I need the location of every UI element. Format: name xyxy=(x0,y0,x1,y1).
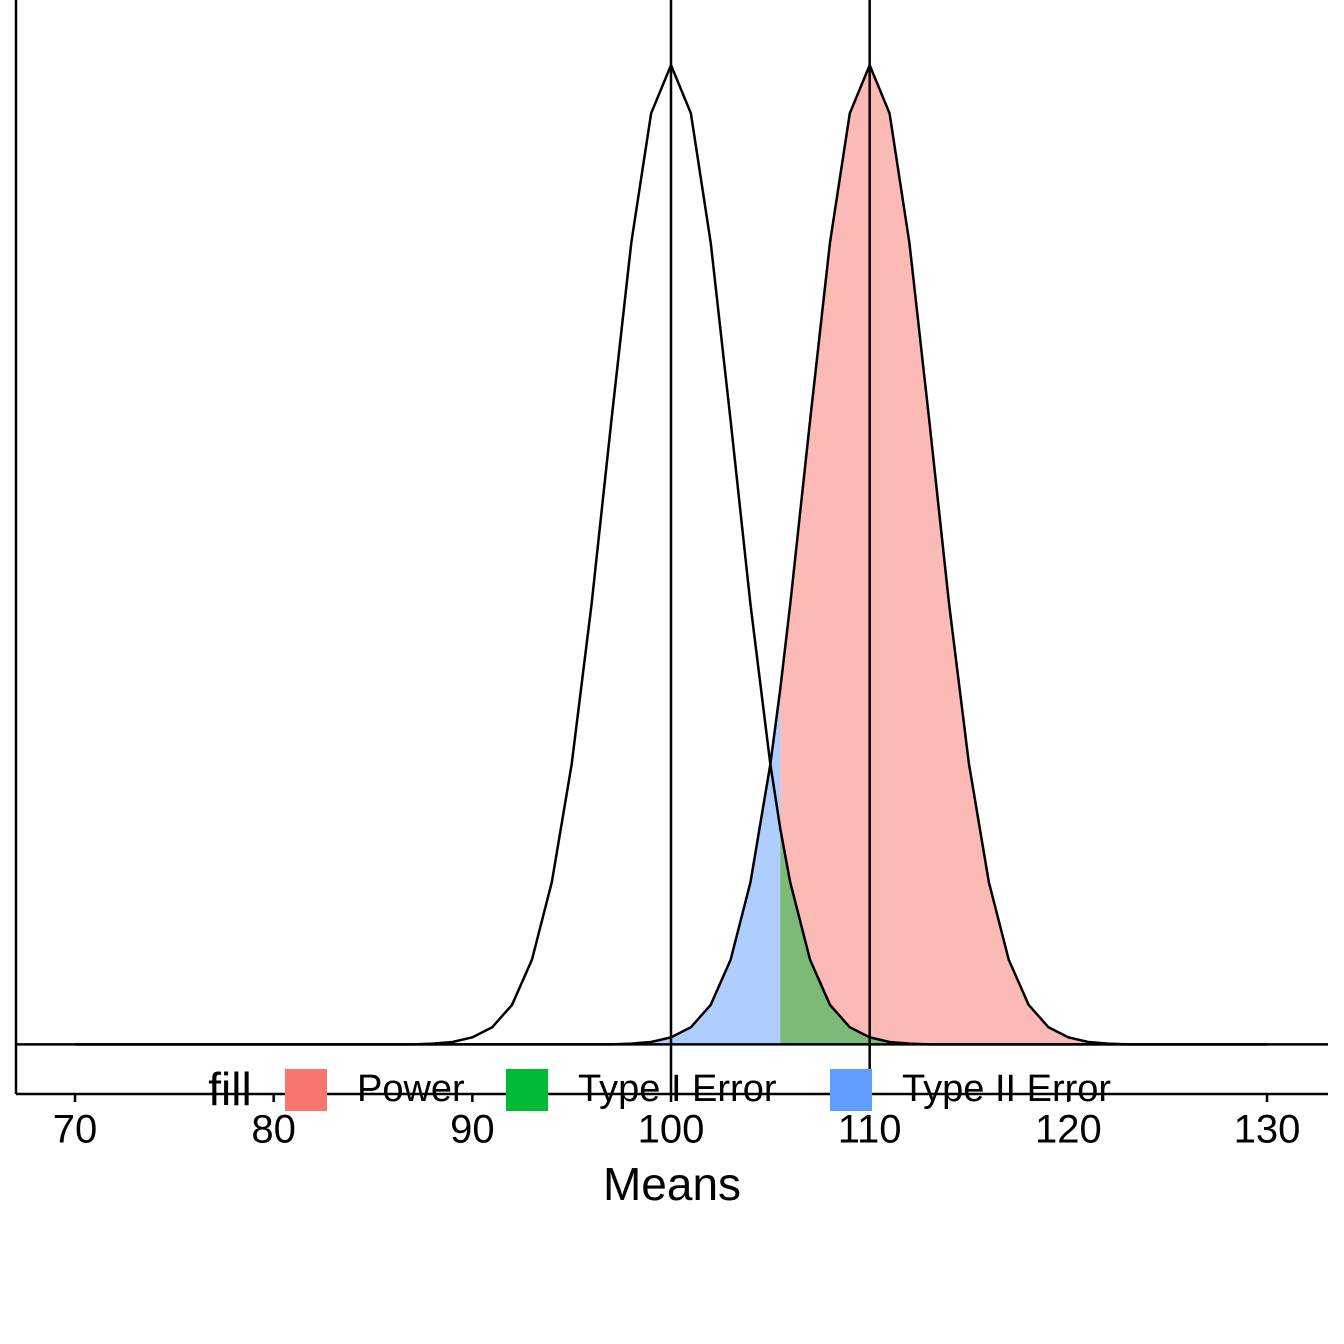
x-tick-label: 90 xyxy=(450,1108,495,1152)
x-tick-label: 80 xyxy=(251,1108,296,1152)
legend-title: fill xyxy=(208,1063,251,1115)
area xyxy=(780,828,1268,1045)
legend-label: Power xyxy=(357,1068,465,1110)
x-axis-label: Means xyxy=(603,1158,741,1210)
area xyxy=(780,65,1268,1045)
x-tick-label: 100 xyxy=(638,1108,705,1152)
area xyxy=(75,688,781,1045)
legend-label: Type I Error xyxy=(578,1068,777,1110)
legend-key xyxy=(506,1069,548,1111)
legend-label: Type II Error xyxy=(902,1068,1111,1110)
legend-key xyxy=(830,1069,872,1111)
x-tick-label: 110 xyxy=(838,1108,902,1152)
x-tick-label: 130 xyxy=(1234,1108,1301,1152)
x-tick-label: 120 xyxy=(1035,1108,1102,1152)
legend-key xyxy=(285,1069,327,1111)
x-tick-label: 70 xyxy=(53,1108,98,1152)
